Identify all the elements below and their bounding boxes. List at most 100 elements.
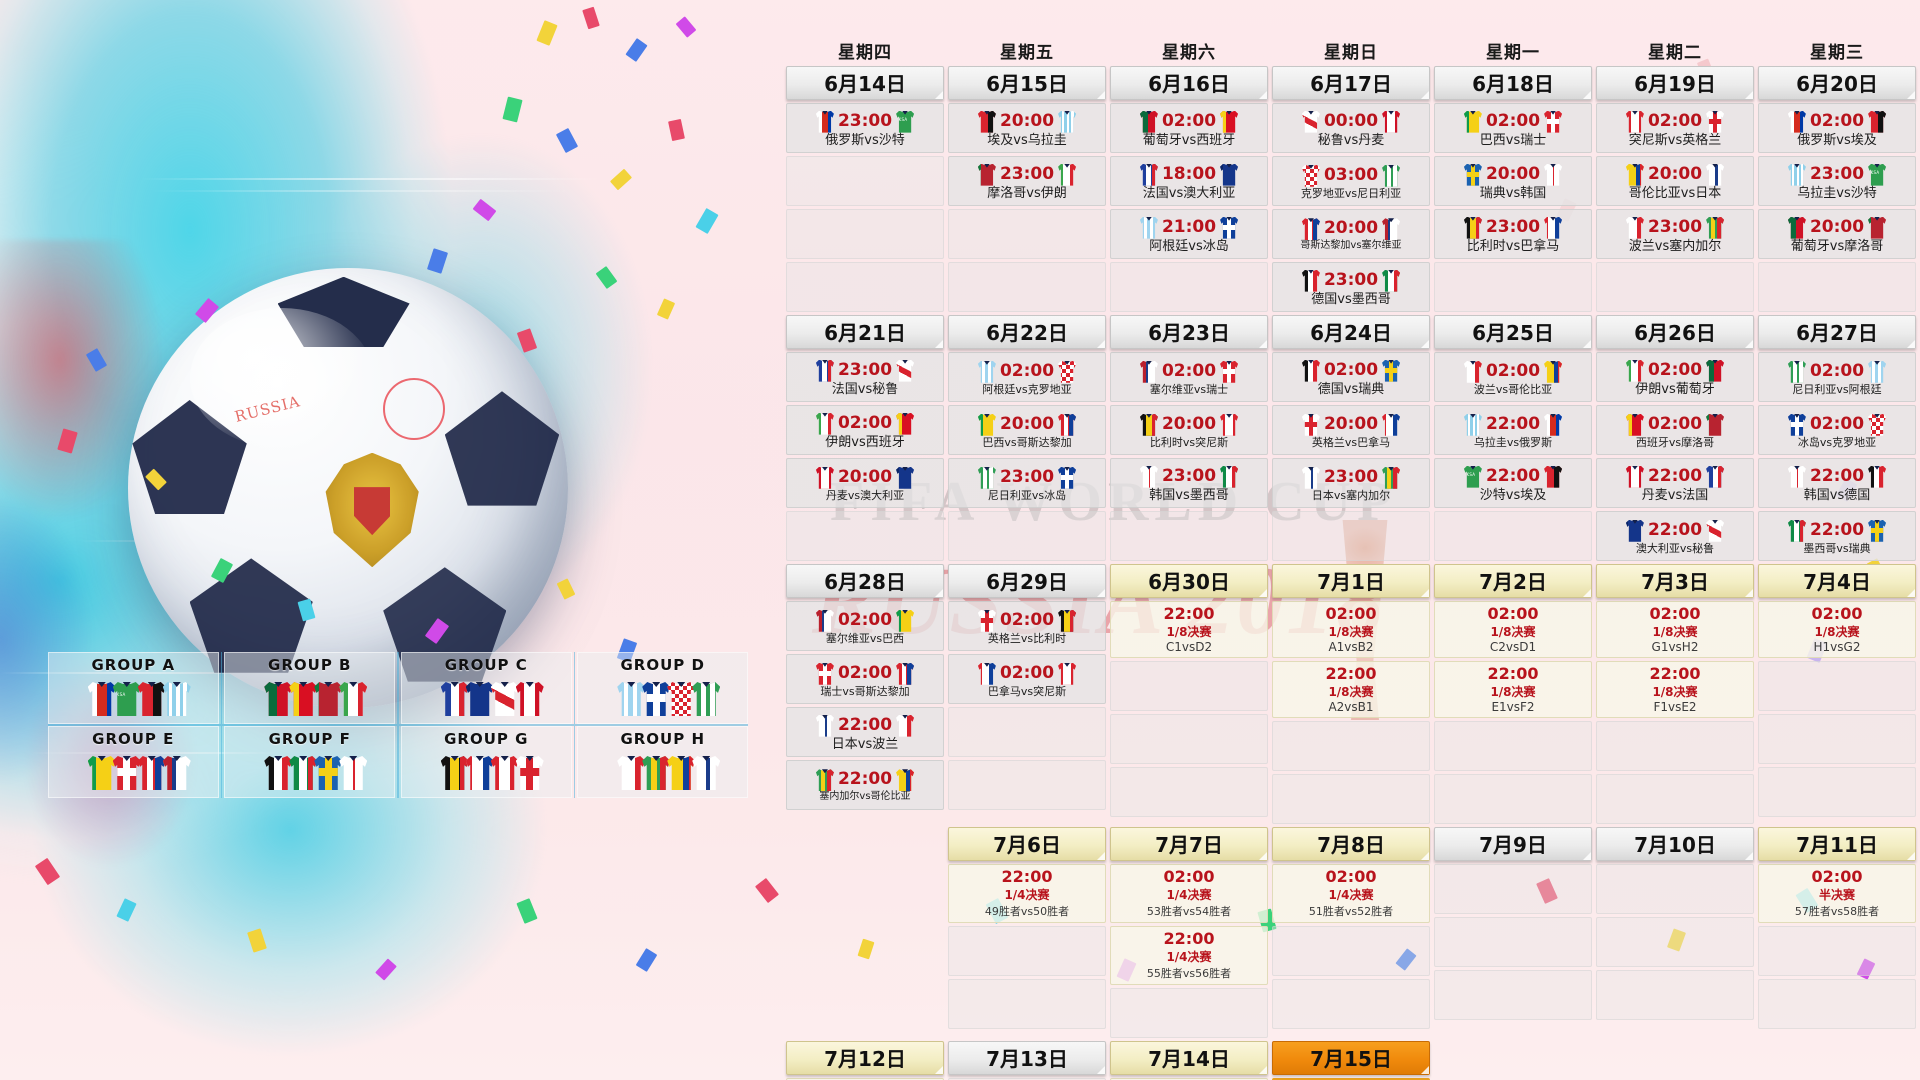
match-cell[interactable]: 23:00 德国vs墨西哥: [1272, 262, 1430, 312]
match-cell[interactable]: 21:00 阿根廷vs冰岛: [1110, 209, 1268, 259]
match-cell[interactable]: 02:00 伊朗vs西班牙: [786, 405, 944, 455]
match-cell[interactable]: 18:00 法国vs澳大利亚: [1110, 156, 1268, 206]
group-panel-group-g[interactable]: GROUP G: [400, 726, 572, 798]
knockout-match-cell[interactable]: 02:00 1/4决赛 53胜者vs54胜者: [1110, 864, 1268, 923]
match-cell[interactable]: 23:00 KSA 俄罗斯vs沙特: [786, 103, 944, 153]
match-cell[interactable]: 23:00 波兰vs塞内加尔: [1596, 209, 1754, 259]
date-cell-6月29日[interactable]: 6月29日: [948, 564, 1106, 598]
date-cell-7月14日[interactable]: 7月14日: [1110, 1041, 1268, 1075]
match-cell[interactable]: 02:00 巴拿马vs突尼斯: [948, 654, 1106, 704]
match-cell[interactable]: 20:00 埃及vs乌拉圭: [948, 103, 1106, 153]
match-cell[interactable]: 20:00 瑞典vs韩国: [1434, 156, 1592, 206]
date-cell-6月27日[interactable]: 6月27日: [1758, 315, 1916, 349]
date-cell-6月17日[interactable]: 6月17日: [1272, 66, 1430, 100]
date-cell-7月9日[interactable]: 7月9日: [1434, 827, 1592, 861]
date-cell-7月15日[interactable]: 7月15日: [1272, 1041, 1430, 1075]
date-cell-6月28日[interactable]: 6月28日: [786, 564, 944, 598]
group-panel-group-c[interactable]: GROUP C: [400, 652, 572, 724]
date-cell-6月26日[interactable]: 6月26日: [1596, 315, 1754, 349]
match-cell[interactable]: 02:00 伊朗vs葡萄牙: [1596, 352, 1754, 402]
match-cell[interactable]: 22:00 乌拉圭vs俄罗斯: [1434, 405, 1592, 455]
date-cell-7月1日[interactable]: 7月1日: [1272, 564, 1430, 598]
match-cell[interactable]: 02:00 英格兰vs比利时: [948, 601, 1106, 651]
knockout-match-cell[interactable]: 22:00 1/8决赛 F1vsE2: [1596, 661, 1754, 718]
date-cell-7月13日[interactable]: 7月13日: [948, 1041, 1106, 1075]
knockout-match-cell[interactable]: 22:00 1/8决赛 C1vsD2: [1110, 601, 1268, 658]
match-cell[interactable]: 02:00 俄罗斯vs埃及: [1758, 103, 1916, 153]
date-cell-6月25日[interactable]: 6月25日: [1434, 315, 1592, 349]
date-cell-6月18日[interactable]: 6月18日: [1434, 66, 1592, 100]
date-cell-6月24日[interactable]: 6月24日: [1272, 315, 1430, 349]
knockout-match-cell[interactable]: 02:00 1/8决赛 A1vsB2: [1272, 601, 1430, 658]
match-cell[interactable]: 20:00 巴西vs哥斯达黎加: [948, 405, 1106, 455]
date-cell-6月21日[interactable]: 6月21日: [786, 315, 944, 349]
date-cell-7月11日[interactable]: 7月11日: [1758, 827, 1916, 861]
date-cell-6月15日[interactable]: 6月15日: [948, 66, 1106, 100]
date-cell-7月3日[interactable]: 7月3日: [1596, 564, 1754, 598]
match-cell[interactable]: 23:00 尼日利亚vs冰岛: [948, 458, 1106, 508]
date-cell-6月30日[interactable]: 6月30日: [1110, 564, 1268, 598]
knockout-match-cell[interactable]: 02:00 1/8决赛 G1vsH2: [1596, 601, 1754, 658]
match-cell[interactable]: 23:00 摩洛哥vs伊朗: [948, 156, 1106, 206]
date-cell-7月7日[interactable]: 7月7日: [1110, 827, 1268, 861]
knockout-match-cell[interactable]: 02:00 1/4决赛 51胜者vs52胜者: [1272, 864, 1430, 923]
knockout-match-cell[interactable]: 02:00 1/8决赛 H1vsG2: [1758, 601, 1916, 658]
group-panel-group-e[interactable]: GROUP E: [48, 726, 219, 798]
match-cell[interactable]: 20:00 哥伦比亚vs日本: [1596, 156, 1754, 206]
date-cell-7月8日[interactable]: 7月8日: [1272, 827, 1430, 861]
date-cell-6月23日[interactable]: 6月23日: [1110, 315, 1268, 349]
knockout-match-cell[interactable]: 22:00 1/8决赛 A2vsB1: [1272, 661, 1430, 718]
match-cell[interactable]: 02:00 巴西vs瑞士: [1434, 103, 1592, 153]
group-panel-group-f[interactable]: GROUP F: [224, 726, 396, 798]
date-cell-6月22日[interactable]: 6月22日: [948, 315, 1106, 349]
knockout-match-cell[interactable]: 02:00 1/8决赛 C2vsD1: [1434, 601, 1592, 658]
date-cell-6月14日[interactable]: 6月14日: [786, 66, 944, 100]
match-cell[interactable]: 22:00 塞内加尔vs哥伦比亚: [786, 760, 944, 810]
group-panel-group-h[interactable]: GROUP H: [577, 726, 748, 798]
match-cell[interactable]: 02:00 阿根廷vs克罗地亚: [948, 352, 1106, 402]
date-cell-7月10日[interactable]: 7月10日: [1596, 827, 1754, 861]
match-cell[interactable]: 22:00 墨西哥vs瑞典: [1758, 511, 1916, 561]
match-cell[interactable]: 03:00 克罗地亚vs尼日利亚: [1272, 156, 1430, 206]
match-cell[interactable]: 02:00 尼日利亚vs阿根廷: [1758, 352, 1916, 402]
match-cell[interactable]: 02:00 突尼斯vs英格兰: [1596, 103, 1754, 153]
match-cell[interactable]: 02:00 冰岛vs克罗地亚: [1758, 405, 1916, 455]
group-panel-group-a[interactable]: GROUP A KSA: [48, 652, 219, 724]
match-cell[interactable]: 23:00 法国vs秘鲁: [786, 352, 944, 402]
match-cell[interactable]: 22:00 韩国vs德国: [1758, 458, 1916, 508]
match-cell[interactable]: 23:00 日本vs塞内加尔: [1272, 458, 1430, 508]
group-panel-group-d[interactable]: GROUP D: [577, 652, 748, 724]
match-cell[interactable]: 23:00 KSA 乌拉圭vs沙特: [1758, 156, 1916, 206]
final-match-cell[interactable]: 23:00决赛: [1272, 1078, 1430, 1080]
match-cell[interactable]: 20:00 丹麦vs澳大利亚: [786, 458, 944, 508]
knockout-match-cell[interactable]: 22:00 1/4决赛 55胜者vs56胜者: [1110, 926, 1268, 985]
match-cell[interactable]: 20:00 葡萄牙vs摩洛哥: [1758, 209, 1916, 259]
match-cell[interactable]: 02:00 西班牙vs摩洛哥: [1596, 405, 1754, 455]
match-cell[interactable]: 00:00 秘鲁vs丹麦: [1272, 103, 1430, 153]
date-cell-7月6日[interactable]: 7月6日: [948, 827, 1106, 861]
match-cell[interactable]: 20:00 比利时vs突尼斯: [1110, 405, 1268, 455]
match-cell[interactable]: 22:00 日本vs波兰: [786, 707, 944, 757]
date-cell-7月12日[interactable]: 7月12日: [786, 1041, 944, 1075]
match-cell[interactable]: 23:00 韩国vs墨西哥: [1110, 458, 1268, 508]
knockout-match-cell[interactable]: 22:00 1/4决赛 49胜者vs50胜者: [948, 864, 1106, 923]
match-cell[interactable]: 02:00 塞尔维亚vs巴西: [786, 601, 944, 651]
match-cell[interactable]: 20:00 哥斯达黎加vs塞尔维亚: [1272, 209, 1430, 259]
match-cell[interactable]: 20:00 英格兰vs巴拿马: [1272, 405, 1430, 455]
date-cell-6月20日[interactable]: 6月20日: [1758, 66, 1916, 100]
match-cell[interactable]: 02:00 瑞士vs哥斯达黎加: [786, 654, 944, 704]
match-cell[interactable]: 02:00 波兰vs哥伦比亚: [1434, 352, 1592, 402]
group-panel-group-b[interactable]: GROUP B: [224, 652, 396, 724]
date-cell-6月19日[interactable]: 6月19日: [1596, 66, 1754, 100]
match-cell[interactable]: 02:00 葡萄牙vs西班牙: [1110, 103, 1268, 153]
match-cell[interactable]: 23:00 比利时vs巴拿马: [1434, 209, 1592, 259]
match-cell[interactable]: 22:00 丹麦vs法国: [1596, 458, 1754, 508]
match-cell[interactable]: KSA 22:00 沙特vs埃及: [1434, 458, 1592, 508]
knockout-match-cell[interactable]: 22:00三四名决赛61负者vs62负者: [1110, 1078, 1268, 1080]
match-cell[interactable]: 02:00 德国vs瑞典: [1272, 352, 1430, 402]
knockout-match-cell[interactable]: 22:00 1/8决赛 E1vsF2: [1434, 661, 1592, 718]
date-cell-7月4日[interactable]: 7月4日: [1758, 564, 1916, 598]
knockout-match-cell[interactable]: 02:00半决赛59胜者vs60胜者: [786, 1078, 944, 1080]
match-cell[interactable]: 22:00 澳大利亚vs秘鲁: [1596, 511, 1754, 561]
date-cell-6月16日[interactable]: 6月16日: [1110, 66, 1268, 100]
